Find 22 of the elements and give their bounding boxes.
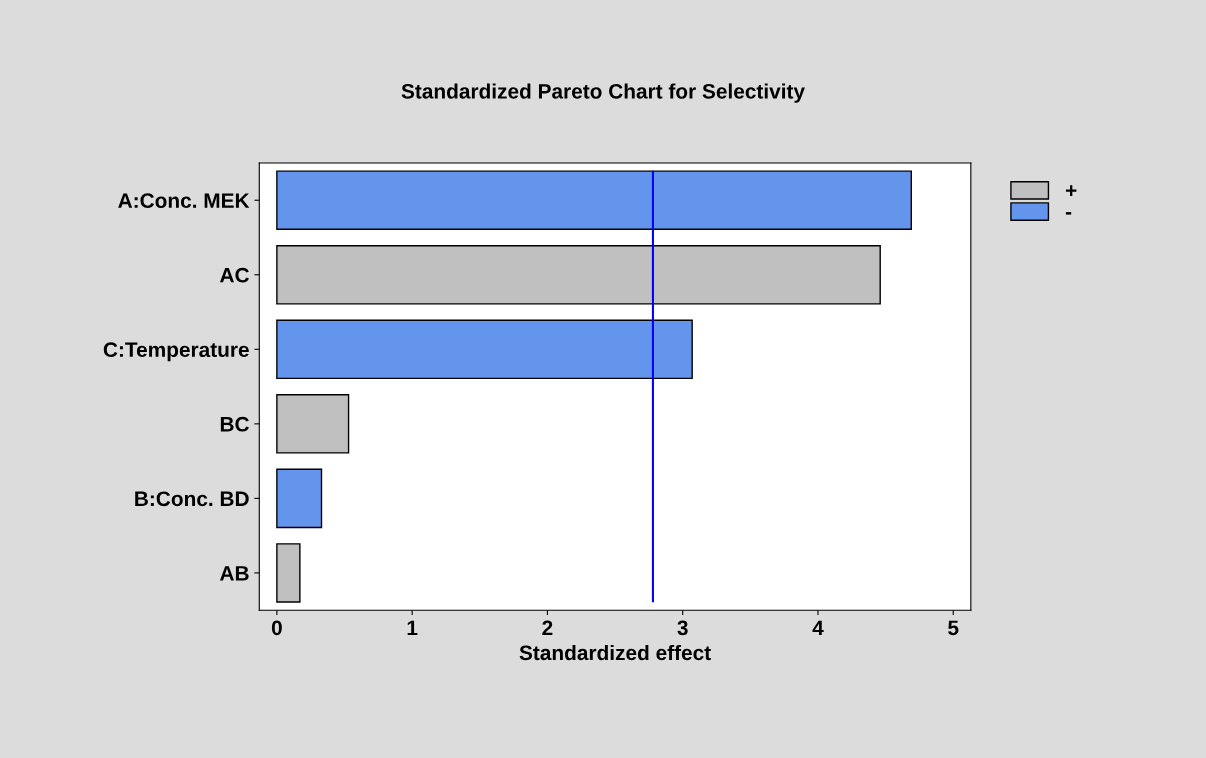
bar bbox=[276, 394, 350, 454]
y-tick-label: BC bbox=[220, 416, 249, 432]
chart-title: Standardized Pareto Chart for Selectivity bbox=[401, 83, 805, 103]
x-tick-label: 0 bbox=[271, 620, 282, 636]
y-tick-label: C:Temperature bbox=[103, 342, 249, 362]
x-tick-label: 2 bbox=[542, 620, 553, 636]
x-tick-label: 5 bbox=[948, 620, 959, 636]
y-tick-label: AB bbox=[219, 566, 249, 581]
legend-label: - bbox=[1065, 212, 1072, 215]
bar bbox=[276, 468, 323, 529]
x-tick-label: 1 bbox=[407, 620, 418, 636]
y-tick-label: B:Conc. BD bbox=[135, 491, 249, 507]
bar bbox=[276, 170, 913, 231]
y-tick-label: A:Conc. MEK bbox=[118, 193, 250, 208]
bar bbox=[276, 543, 301, 603]
bar bbox=[276, 245, 881, 305]
legend-label: + bbox=[1065, 185, 1077, 196]
x-axis-title: Standardized effect bbox=[519, 644, 711, 661]
y-tick-label: AC bbox=[219, 267, 249, 283]
x-tick-label: 3 bbox=[677, 620, 688, 636]
bar bbox=[276, 319, 693, 380]
x-tick-label: 4 bbox=[812, 620, 824, 636]
